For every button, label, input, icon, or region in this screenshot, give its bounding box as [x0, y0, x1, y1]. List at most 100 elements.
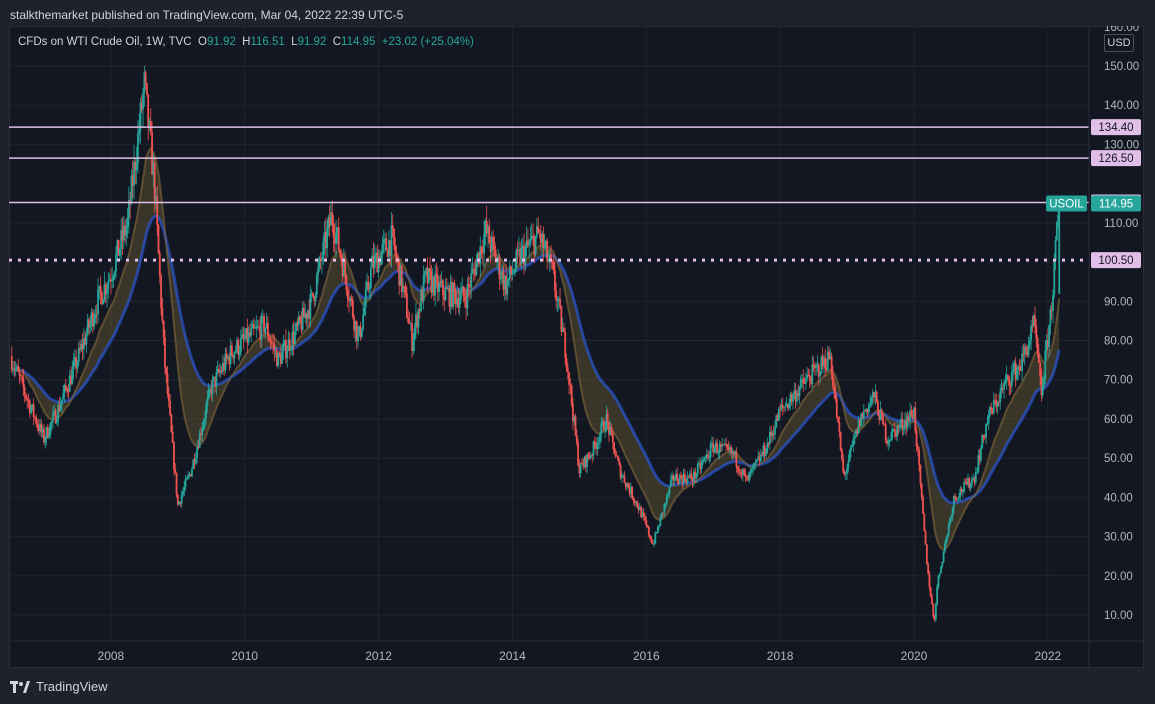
candle-body	[160, 275, 162, 308]
candle-body	[636, 501, 639, 507]
candle-body	[631, 487, 634, 499]
candle-body	[977, 455, 980, 472]
candle-body	[239, 338, 242, 352]
candle-body	[868, 404, 870, 413]
candle-body	[176, 494, 179, 505]
candle-body	[373, 255, 376, 269]
candle-body	[485, 220, 488, 234]
candle-body	[644, 516, 646, 521]
candle-body	[614, 453, 617, 456]
candle-body	[699, 462, 702, 469]
candle-body	[63, 385, 66, 394]
candle-body	[887, 440, 890, 444]
candle-body	[601, 420, 604, 424]
candle-body	[1018, 366, 1021, 369]
candle-body	[968, 477, 971, 488]
candle-body	[493, 242, 496, 250]
x-tick-label: 2010	[231, 649, 258, 663]
x-tick-label: 2016	[633, 649, 660, 663]
candle-body	[130, 175, 133, 204]
candle-body	[862, 411, 865, 418]
x-tick-label: 2012	[365, 649, 392, 663]
candle-body	[698, 462, 700, 465]
candle-body	[599, 434, 601, 443]
candle-body	[55, 420, 58, 424]
candle-body	[577, 442, 579, 466]
candle-body	[632, 498, 635, 501]
candle-body	[317, 267, 319, 275]
candle-body	[806, 374, 809, 379]
candle-body	[817, 364, 820, 377]
candle-body	[344, 259, 347, 276]
candle-body	[16, 366, 18, 369]
candle-body	[798, 387, 801, 397]
candle-body	[542, 233, 545, 249]
candle-body	[480, 246, 483, 254]
candle-body	[82, 338, 85, 350]
candle-body	[372, 255, 375, 269]
candle-body	[88, 319, 90, 328]
candle-body	[229, 345, 232, 365]
candle-body	[28, 400, 31, 414]
candle-body	[1058, 203, 1061, 294]
candle-body	[503, 275, 506, 290]
candle-body	[188, 474, 191, 476]
candle-body	[708, 457, 711, 459]
candle-body	[1009, 385, 1012, 387]
candle-body	[739, 472, 742, 474]
candle-body	[669, 479, 672, 487]
candle-body	[713, 447, 716, 453]
candle-body	[530, 235, 533, 240]
candle-body	[321, 259, 323, 262]
candle-body	[179, 502, 182, 504]
candle-body	[220, 370, 223, 372]
candle-body	[508, 266, 511, 279]
candle-body	[207, 389, 210, 398]
footer-brand[interactable]: TradingView	[10, 677, 108, 697]
candle-body	[391, 225, 394, 229]
candle-body	[909, 410, 912, 421]
candle-body	[411, 323, 413, 352]
candle-body	[653, 543, 655, 545]
candle-body	[546, 240, 549, 262]
candle-body	[111, 279, 114, 282]
candle-body	[282, 344, 285, 352]
candle-body	[434, 273, 437, 296]
candle-body	[1032, 315, 1035, 326]
candle-body	[151, 132, 153, 175]
candle-body	[617, 456, 619, 461]
candle-body	[306, 310, 309, 319]
currency-selector[interactable]: USD	[1104, 34, 1134, 52]
candle-body	[342, 259, 345, 277]
candle-body	[941, 562, 944, 567]
candle-body	[879, 409, 882, 421]
candle-body	[108, 279, 111, 282]
candle-body	[315, 274, 318, 295]
candle-body	[1028, 340, 1031, 345]
candle-body	[22, 377, 25, 388]
candle-body	[23, 387, 26, 395]
symbol-legend[interactable]: CFDs on WTI Crude Oil, 1W, TVC O91.92 H1…	[18, 34, 474, 50]
candle-body	[54, 410, 57, 424]
y-tick-label: 140.00	[1104, 100, 1139, 112]
candle-body	[951, 507, 954, 517]
candle-body	[923, 513, 926, 532]
candle-body	[664, 503, 667, 505]
candle-body	[384, 238, 386, 240]
candle-body	[354, 321, 357, 331]
candle-body	[95, 313, 98, 315]
candle-body	[337, 227, 340, 250]
candle-body	[109, 279, 112, 282]
candle-body	[1054, 240, 1057, 261]
level-tag-label: 126.50	[1098, 153, 1133, 165]
candle-body	[588, 457, 591, 459]
candle-body	[52, 413, 54, 422]
candle-body	[896, 425, 899, 437]
candle-body	[330, 212, 332, 226]
candle-body	[718, 444, 721, 453]
candle-body	[203, 418, 206, 423]
candle-body	[548, 254, 551, 261]
candle-body	[318, 258, 321, 268]
